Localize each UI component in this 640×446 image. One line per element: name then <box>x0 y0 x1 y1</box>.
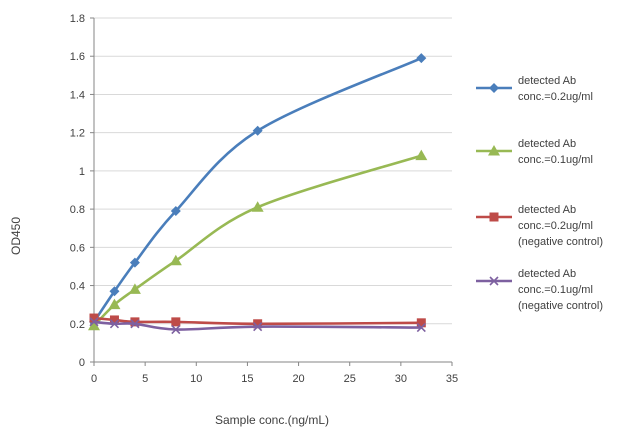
legend-label: (negative control) <box>518 300 603 312</box>
data-point <box>252 125 263 136</box>
x-tick-label: 30 <box>395 373 407 385</box>
legend-label: detected Ab <box>518 138 576 150</box>
data-point <box>128 283 141 294</box>
data-point <box>109 315 119 325</box>
data-point <box>88 319 100 331</box>
series-4 <box>89 317 426 335</box>
series-group <box>88 53 428 335</box>
data-point <box>415 149 428 161</box>
data-point <box>108 298 121 310</box>
legend-label: detected Ab <box>518 75 576 87</box>
data-point <box>130 319 140 329</box>
data-point <box>130 317 140 327</box>
legend-label: conc.=0.1ug/ml <box>518 284 593 296</box>
x-tick-label: 20 <box>292 373 304 385</box>
x-marker-stroke <box>109 319 120 329</box>
legend-item-3: detected Ab conc.=0.2ug/ml (negative contr… <box>476 204 603 248</box>
legend-marker <box>488 145 500 156</box>
legend-label: (negative control) <box>518 236 603 248</box>
series-line <box>92 154 423 327</box>
y-tick-label: 1.6 <box>70 51 85 63</box>
legend-item-2: detected Ab conc.=0.1ug/ml <box>476 138 593 166</box>
x-tick-label: 15 <box>241 373 253 385</box>
data-point <box>129 257 140 268</box>
axes: 0 0.2 0.4 0.6 0.8 1 1.2 1.4 1.6 1.8 0 5 10 15 20 25 30 35 <box>70 13 458 385</box>
legend-marker <box>489 83 499 93</box>
y-tick-label: 0.6 <box>70 242 85 254</box>
legend-marker <box>489 276 499 286</box>
x-tick-label: 10 <box>190 373 202 385</box>
x-marker-stroke <box>171 324 181 335</box>
data-point <box>416 318 426 328</box>
data-point <box>253 319 263 329</box>
x-marker-stroke <box>489 276 499 286</box>
data-point <box>169 254 182 266</box>
y-tick-label: 0.8 <box>70 204 85 216</box>
data-point <box>89 317 99 327</box>
x-tick-label: 25 <box>344 373 356 385</box>
data-point <box>251 201 264 212</box>
legend-item-4: detected Ab conc.=0.1ug/ml (negative contr… <box>476 268 603 312</box>
legend-label: conc.=0.2ug/ml <box>518 91 593 103</box>
x-marker-stroke <box>416 323 426 333</box>
y-tick-label: 0 <box>79 357 85 369</box>
legend-marker <box>489 212 499 222</box>
x-marker-stroke <box>253 322 263 332</box>
legend-label: detected Ab <box>518 204 576 216</box>
gridlines <box>94 17 452 325</box>
legend-label: detected Ab <box>518 268 576 280</box>
data-point <box>109 319 120 329</box>
x-marker-stroke <box>130 319 140 329</box>
data-point <box>416 323 426 333</box>
data-point <box>416 53 427 64</box>
data-point <box>109 286 120 297</box>
y-tick-label: 1.4 <box>70 89 85 101</box>
x-tick-label: 0 <box>91 373 97 385</box>
x-tick-label: 5 <box>142 373 148 385</box>
data-point <box>171 324 181 335</box>
x-axis-label: Sample conc.(ng/mL) <box>215 413 329 427</box>
data-point <box>170 206 181 217</box>
y-tick-label: 1 <box>79 166 85 178</box>
y-tick-label: 1.8 <box>70 13 85 25</box>
y-axis-label: OD450 <box>9 217 23 255</box>
series-3 <box>89 313 426 329</box>
data-point <box>89 313 99 323</box>
y-tick-label: 0.4 <box>70 281 85 293</box>
x-tick-label: 35 <box>446 373 458 385</box>
x-marker-stroke <box>89 317 99 327</box>
legend: detected Ab conc.=0.2ug/ml detected Ab conc… <box>476 75 603 312</box>
series-2 <box>88 149 428 331</box>
y-tick-label: 0.2 <box>70 319 85 331</box>
data-point <box>253 322 263 332</box>
legend-item-1: detected Ab conc.=0.2ug/ml <box>476 75 593 103</box>
y-tick-label: 1.2 <box>70 128 85 140</box>
legend-label: conc.=0.2ug/ml <box>518 220 593 232</box>
data-point <box>171 317 181 327</box>
legend-label: conc.=0.1ug/ml <box>518 154 593 166</box>
